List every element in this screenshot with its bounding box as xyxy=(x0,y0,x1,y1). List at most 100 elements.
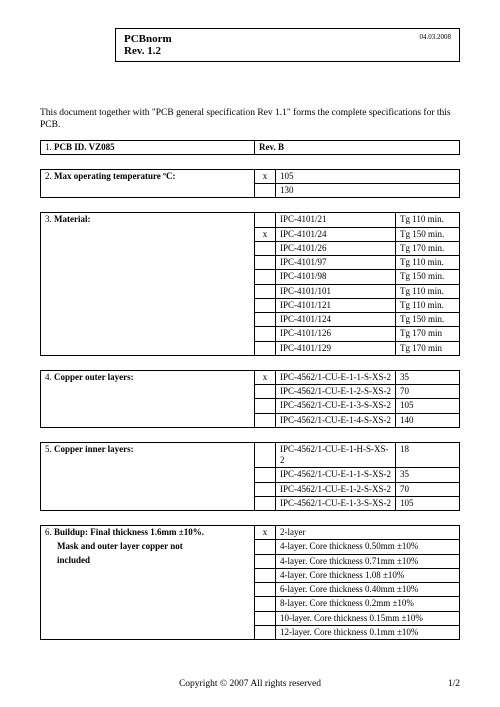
cell-val: Tg 110 min. xyxy=(396,284,460,298)
cell-x xyxy=(255,442,276,468)
cell-spec: IPC-4562/1-CU-E-1-H-S-XS-2 xyxy=(276,442,396,468)
cell-spec: IPC-4101/26 xyxy=(276,241,396,255)
cell-label xyxy=(41,227,255,241)
cell-val: Tg 150 min. xyxy=(396,270,460,284)
doc-revision: Rev. 1.2 xyxy=(124,45,451,57)
cell-val: Tg 170 min xyxy=(396,341,460,355)
header-box: PCBnorm Rev. 1.2 04.03.2008 xyxy=(115,28,460,62)
cell-x xyxy=(255,213,276,227)
cell-spec: 6-layer. Core thickness 0.40mm ±10% xyxy=(276,583,460,597)
cell-spec: IPC-4562/1-CU-E-1-1-S-XS-2 xyxy=(276,370,396,384)
cell-x xyxy=(255,611,276,625)
cell-x xyxy=(255,597,276,611)
table-pcb-id: 1. PCB ID. VZ085 Rev. B xyxy=(40,140,460,155)
cell-spec: 8-layer. Core thickness 0.2mm ±10% xyxy=(276,597,460,611)
cell-val: 70 xyxy=(396,385,460,399)
cell-x xyxy=(255,482,276,496)
cell-pcb-id-label: 1. PCB ID. VZ085 xyxy=(41,140,255,154)
doc-title: PCBnorm xyxy=(124,33,451,45)
cell-label xyxy=(41,298,255,312)
cell-label: 5. Copper inner layers: xyxy=(41,442,255,468)
cell-label xyxy=(41,482,255,496)
cell-spec: 10-layer. Core thickness 0.15mm ±10% xyxy=(276,611,460,625)
cell-x xyxy=(255,568,276,582)
intro-text: This document together with "PCB general… xyxy=(40,107,460,132)
cell-val: 105 xyxy=(396,496,460,510)
cell-x: x xyxy=(255,227,276,241)
cell-label xyxy=(41,313,255,327)
cell-spec: IPC-4101/126 xyxy=(276,327,396,341)
cell-label xyxy=(41,256,255,270)
cell-spec: IPC-4562/1-CU-E-1-2-S-XS-2 xyxy=(276,385,396,399)
cell-label xyxy=(41,241,255,255)
copyright: Copyright © 2007 All rights reserved xyxy=(179,679,321,689)
cell-label xyxy=(41,385,255,399)
cell-spec: 2-layer xyxy=(276,526,460,540)
cell-val: Tg 170 min. xyxy=(396,241,460,255)
cell-label: included xyxy=(41,554,255,568)
cell-val: 105 xyxy=(396,399,460,413)
cell-x: x xyxy=(255,370,276,384)
cell-spec: IPC-4101/124 xyxy=(276,313,396,327)
cell-x xyxy=(255,313,276,327)
cell-label: Mask and outer layer copper not xyxy=(41,540,255,554)
cell-empty xyxy=(41,184,255,198)
cell-x xyxy=(255,413,276,427)
cell-label: 3. Material: xyxy=(41,213,255,227)
cell-val: Tg 110 min. xyxy=(396,213,460,227)
cell-x xyxy=(255,327,276,341)
page-number: 1/2 xyxy=(448,679,460,689)
cell-label xyxy=(41,284,255,298)
cell-spec: IPC-4562/1-CU-E-1-3-S-XS-2 xyxy=(276,399,396,413)
cell-val: 35 xyxy=(396,468,460,482)
cell-label xyxy=(41,468,255,482)
cell-spec: IPC-4562/1-CU-E-1-2-S-XS-2 xyxy=(276,482,396,496)
cell-label xyxy=(41,625,255,639)
cell-x xyxy=(255,270,276,284)
cell-maxtemp-label: 2. Max operating temperature ºC: xyxy=(41,169,255,183)
cell-x xyxy=(255,241,276,255)
cell-label xyxy=(41,568,255,582)
table-copper-inner: 5. Copper inner layers: IPC-4562/1-CU-E-1… xyxy=(40,442,460,511)
cell-x xyxy=(255,256,276,270)
cell-x xyxy=(255,554,276,568)
cell-spec: 4-layer. Core thickness 0.50mm ±10% xyxy=(276,540,460,554)
cell-spec: IPC-4101/101 xyxy=(276,284,396,298)
cell-spec: IPC-4101/129 xyxy=(276,341,396,355)
cell-x: x xyxy=(255,526,276,540)
cell-label xyxy=(41,399,255,413)
cell-spec: IPC-4101/121 xyxy=(276,298,396,312)
table-material: 3. Material:IPC-4101/21Tg 110 min.xIPC-4… xyxy=(40,212,460,356)
cell-spec: 4-layer. Core thickness 0.71mm ±10% xyxy=(276,554,460,568)
cell-x xyxy=(255,399,276,413)
cell-x xyxy=(255,468,276,482)
table-buildup: 6. Buildup: Final thickness 1.6mm ±10%.x… xyxy=(40,525,460,640)
cell-x xyxy=(255,540,276,554)
cell-spec: IPC-4101/21 xyxy=(276,213,396,227)
cell-val: 35 xyxy=(396,370,460,384)
cell-val: 140 xyxy=(396,413,460,427)
cell-val: Tg 110 min. xyxy=(396,256,460,270)
cell-label xyxy=(41,496,255,510)
cell-x xyxy=(255,284,276,298)
cell-spec: 12-layer. Core thickness 0.1mm ±10% xyxy=(276,625,460,639)
cell-label xyxy=(41,270,255,284)
footer: Copyright © 2007 All rights reserved 1/2 xyxy=(40,679,460,689)
cell-label xyxy=(41,413,255,427)
cell-x xyxy=(255,385,276,399)
cell-spec: IPC-4562/1-CU-E-1-3-S-XS-2 xyxy=(276,496,396,510)
cell-label: 6. Buildup: Final thickness 1.6mm ±10%. xyxy=(41,526,255,540)
cell-x xyxy=(255,583,276,597)
page: PCBnorm Rev. 1.2 04.03.2008 This documen… xyxy=(0,0,500,707)
cell-x xyxy=(255,625,276,639)
cell-x xyxy=(255,341,276,355)
cell-x xyxy=(255,496,276,510)
cell-x: x xyxy=(255,169,276,183)
cell-val: Tg 150 min. xyxy=(396,313,460,327)
cell-pcb-id-rev: Rev. B xyxy=(255,140,460,154)
cell-spec: IPC-4101/98 xyxy=(276,270,396,284)
cell-label xyxy=(41,583,255,597)
cell-val: 18 xyxy=(396,442,460,468)
cell-label xyxy=(41,327,255,341)
cell-x xyxy=(255,184,276,198)
